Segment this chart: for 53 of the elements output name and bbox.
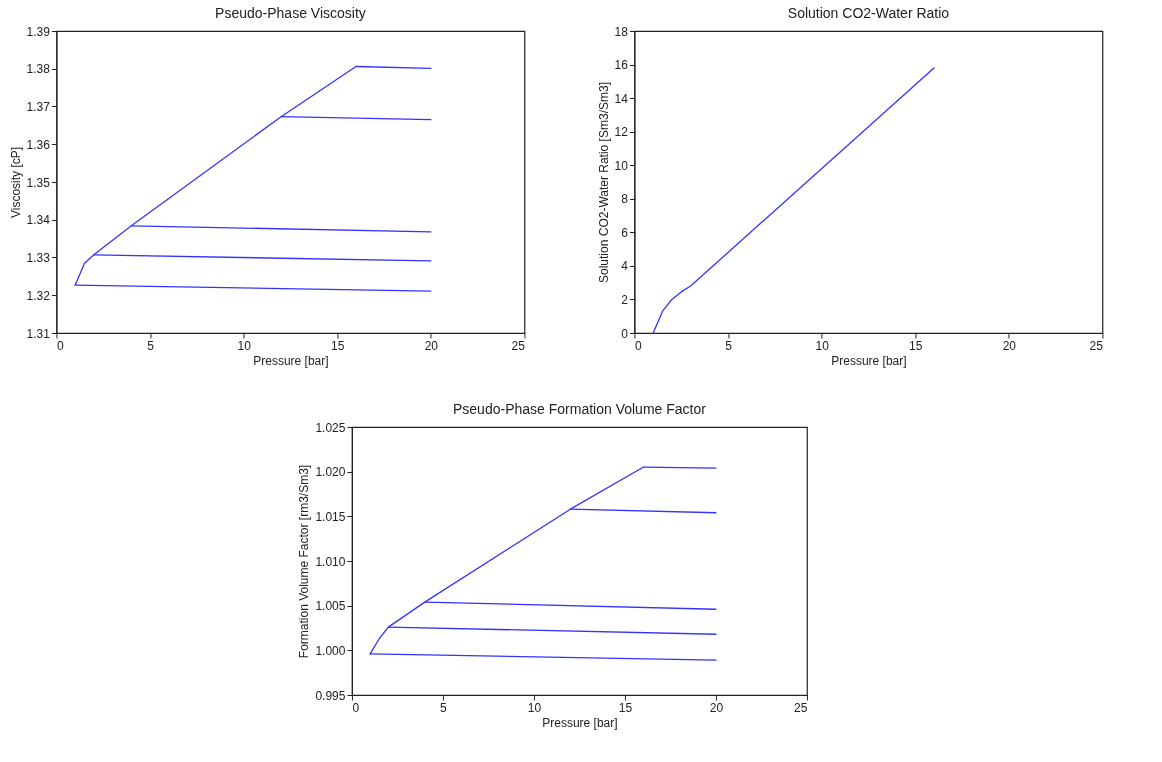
y-tick-label: 1.33 [26,251,51,265]
x-tick-label: 10 [527,700,542,715]
x-tick-label: 0 [352,700,360,715]
y-tick-label: 10 [614,158,629,173]
x-tick-label: 20 [1002,338,1017,353]
chart-title: Solution CO2-Water Ratio [787,5,950,21]
x-tick-label: 5 [147,338,155,353]
y-axis-title: Solution CO2-Water Ratio [Sm3/Sm3] [596,82,611,283]
y-tick-label: 16 [614,58,629,73]
x-tick-label: 15 [909,338,923,353]
y-tick-label: 1.025 [315,420,346,435]
x-tick-label: 0 [634,338,642,353]
y-tick-label: 1.37 [26,100,51,114]
x-tick-label: 25 [1089,338,1104,353]
y-tick-label: 1.31 [26,326,51,341]
y-tick-label: 0 [621,326,629,341]
chart-title: Pseudo-Phase Formation Volume Factor [453,401,707,417]
x-axis-title: Pressure [bar] [253,353,329,368]
chart-title: Pseudo-Phase Viscosity [215,5,366,21]
x-tick-label: 0 [56,338,64,353]
y-tick-label: 6 [621,225,629,240]
x-tick-label: 5 [725,338,733,353]
y-tick-label: 1.010 [315,554,346,569]
y-tick-label: 1.35 [26,175,51,190]
y-tick-label: 12 [614,125,629,140]
y-axis-title: Viscosity [cP] [8,146,23,219]
x-tick-label: 25 [511,338,526,353]
y-axis-title: Formation Volume Factor [rm3/Sm3] [297,464,312,659]
y-tick-label: 14 [614,91,629,106]
x-tick-label: 5 [440,700,448,715]
x-axis-title: Pressure [bar] [831,353,907,368]
y-tick-label: 1.38 [26,62,51,77]
y-tick-label: 4 [621,259,629,274]
y-tick-label: 1.36 [26,137,51,152]
y-tick-label: 1.39 [26,24,51,39]
y-tick-label: 1.34 [26,213,51,228]
y-tick-label: 1.015 [315,509,346,524]
y-tick-label: 1.000 [315,643,346,658]
x-axis-title: Pressure [bar] [542,715,618,730]
y-tick-label: 0.995 [315,688,346,703]
x-tick-label: 20 [709,700,724,715]
x-tick-label: 20 [424,338,439,353]
y-tick-label: 8 [621,192,629,207]
y-tick-label: 18 [614,24,629,39]
x-tick-label: 25 [794,700,808,715]
x-tick-label: 15 [331,338,345,353]
x-tick-label: 15 [618,700,633,715]
y-tick-label: 1.005 [315,599,346,614]
x-tick-label: 10 [815,338,830,353]
y-tick-label: 1.32 [26,288,51,303]
x-tick-label: 10 [237,338,252,353]
y-tick-label: 2 [621,292,629,307]
y-tick-label: 1.020 [315,465,346,480]
